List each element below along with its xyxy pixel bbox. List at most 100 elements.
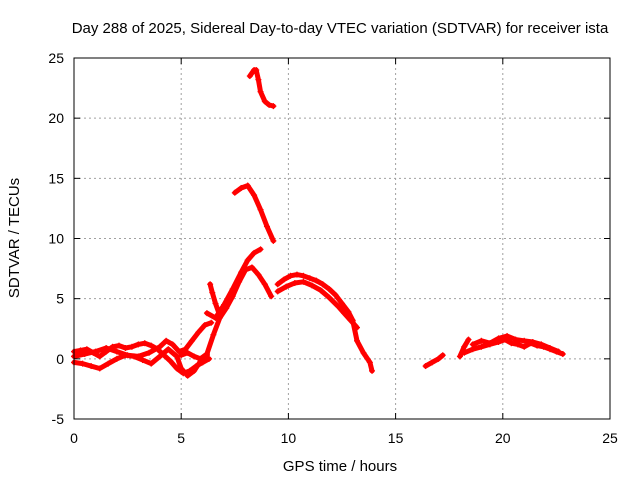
data-point: [178, 352, 185, 359]
data-point: [339, 300, 345, 307]
data-point: [306, 275, 313, 282]
data-point: [326, 286, 333, 293]
data-point: [96, 365, 103, 372]
data-point: [135, 353, 142, 360]
data-point: [291, 280, 298, 287]
data-point: [206, 355, 213, 362]
data-point: [308, 282, 315, 289]
data-point: [207, 281, 214, 288]
data-point: [270, 237, 277, 244]
data-point: [347, 317, 354, 324]
data-point: [287, 272, 294, 279]
data-point: [268, 293, 275, 300]
data-point: [538, 341, 545, 348]
data-point: [495, 335, 502, 342]
data-point: [178, 365, 185, 372]
grid: [74, 58, 610, 419]
x-tick-label: 25: [602, 430, 618, 446]
series-line: [423, 352, 446, 369]
data-point: [191, 367, 198, 374]
data-point: [135, 341, 142, 348]
data-point: [201, 322, 208, 329]
x-tick-label: 0: [70, 430, 78, 446]
data-point: [283, 283, 290, 290]
data-point: [173, 353, 180, 360]
data-point: [169, 341, 176, 348]
data-point: [345, 308, 352, 315]
series-s6: [207, 281, 223, 319]
data-point: [274, 281, 281, 288]
data-point: [253, 67, 260, 74]
data-point: [113, 348, 120, 355]
data-point: [248, 264, 255, 271]
data-point: [521, 337, 528, 344]
data-point: [555, 348, 562, 355]
data-point: [113, 355, 120, 362]
data-point: [156, 343, 163, 350]
data-point: [317, 287, 324, 294]
data-point: [461, 343, 468, 350]
data-point: [504, 332, 511, 339]
data-point: [88, 363, 95, 370]
data-point: [148, 342, 155, 349]
series-s10: [274, 278, 361, 331]
data-point: [167, 358, 174, 365]
data-point: [255, 76, 262, 83]
data-point: [512, 336, 519, 343]
data-point: [281, 276, 288, 283]
data-point: [231, 189, 238, 196]
data-point: [203, 351, 210, 358]
data-point: [257, 246, 264, 253]
chart-title: Day 288 of 2025, Sidereal Day-to-day VTE…: [72, 20, 609, 37]
data-point: [508, 340, 515, 347]
data-point: [216, 312, 223, 319]
y-tick-label: -5: [52, 411, 65, 427]
data-point: [124, 352, 131, 359]
data-point: [261, 281, 268, 288]
y-tick-label: 5: [56, 291, 64, 307]
data-point: [334, 302, 341, 309]
data-point: [92, 348, 99, 355]
data-point: [184, 349, 191, 356]
data-point: [244, 257, 251, 264]
data-point: [354, 324, 361, 331]
data-point: [176, 348, 183, 355]
data-point: [212, 300, 219, 307]
data-point: [116, 342, 123, 349]
data-point: [274, 288, 281, 295]
data-series: [71, 67, 566, 379]
data-point: [319, 281, 326, 288]
y-tick-label: 20: [48, 110, 64, 126]
data-point: [332, 292, 339, 299]
data-point: [122, 345, 129, 352]
x-tick-label: 20: [495, 430, 511, 446]
data-point: [300, 278, 307, 285]
data-point: [529, 338, 536, 345]
x-axis-title: GPS time / hours: [283, 458, 397, 475]
data-point: [270, 103, 277, 110]
data-point: [559, 351, 566, 358]
x-tick-label: 15: [388, 430, 404, 446]
data-point: [81, 351, 88, 358]
y-tick-label: 10: [48, 231, 64, 247]
ticks: 0 5 10 15 20 25 -5 0 5 10 15 20 25: [48, 50, 618, 446]
data-point: [422, 363, 429, 370]
data-point: [360, 349, 367, 356]
data-point: [257, 88, 264, 95]
data-point: [465, 336, 472, 343]
data-point: [263, 223, 270, 230]
data-point: [79, 360, 86, 367]
data-point: [521, 343, 528, 350]
data-point: [146, 349, 153, 356]
data-point: [266, 101, 273, 108]
series-s3: [71, 319, 215, 360]
data-point: [197, 355, 204, 362]
data-point: [221, 301, 228, 308]
data-point: [255, 271, 262, 278]
data-point: [439, 352, 446, 359]
data-point: [128, 343, 135, 350]
data-point: [478, 343, 485, 350]
data-point: [212, 314, 219, 321]
data-point: [546, 345, 553, 352]
data-point: [261, 98, 268, 105]
